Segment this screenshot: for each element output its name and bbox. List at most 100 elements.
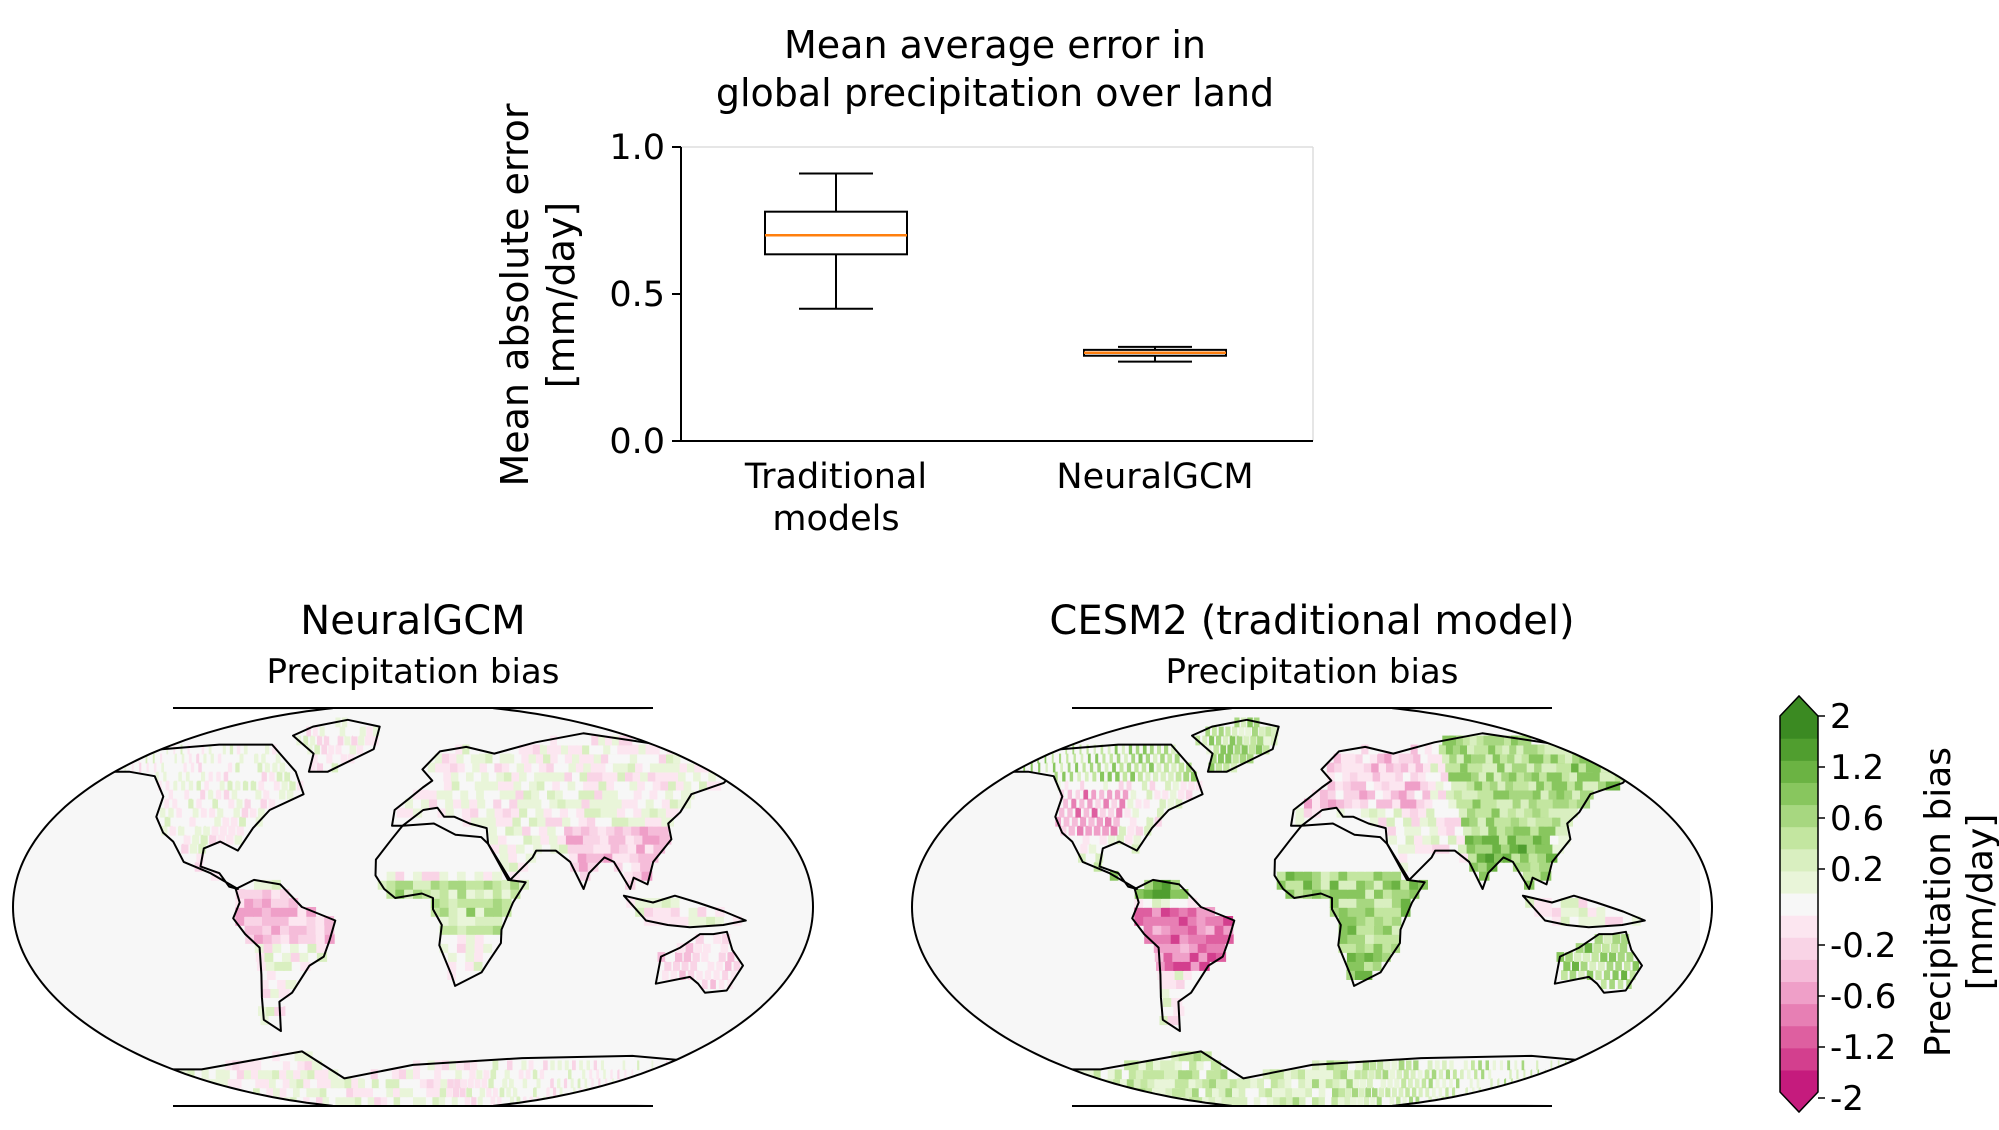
- grid-cell: [337, 735, 344, 746]
- grid-cell: [290, 1060, 301, 1071]
- grid-cell: [644, 780, 659, 791]
- grid-cell: [1572, 961, 1579, 971]
- grid-cell: [1413, 834, 1425, 845]
- grid-cell: [244, 1096, 258, 1106]
- grid-cell: [1157, 970, 1169, 980]
- grid-cell: [622, 753, 636, 764]
- grid-cell: [484, 898, 494, 908]
- grid-cell: [378, 861, 388, 872]
- grid-cell: [1346, 852, 1357, 863]
- grid-cell: [166, 1087, 181, 1098]
- grid-cell: [1373, 861, 1384, 872]
- grid-cell: [568, 744, 580, 755]
- grid-cell: [1409, 879, 1420, 890]
- grid-cell: [1027, 1096, 1044, 1106]
- colorbar-bin: [1780, 892, 1818, 916]
- grid-cell: [1444, 816, 1456, 827]
- grid-cell: [448, 925, 458, 935]
- grid-cell: [1388, 834, 1399, 845]
- grid-cell: [1417, 744, 1429, 755]
- grid-cell: [629, 780, 643, 791]
- grid-cell: [1319, 789, 1329, 800]
- grid-cell: [545, 816, 557, 827]
- grid-cell: [485, 753, 496, 764]
- grid-cell: [189, 843, 198, 854]
- grid-cell: [351, 735, 358, 746]
- grid-cell: [1338, 934, 1348, 944]
- grid-cell: [204, 780, 209, 791]
- grid-cell: [466, 879, 476, 890]
- grid-cell: [1552, 816, 1565, 827]
- grid-cell: [1344, 807, 1355, 818]
- grid-cell: [238, 1096, 251, 1106]
- grid-cell: [1099, 834, 1107, 845]
- x-tick-label-traditional-line-2: models: [772, 499, 899, 539]
- grid-cell: [1178, 762, 1185, 773]
- grid-cell: [420, 789, 430, 800]
- grid-cell: [1198, 952, 1209, 962]
- grid-cell: [284, 970, 295, 980]
- grid-cell: [1223, 762, 1230, 773]
- grid-cell: [1180, 780, 1187, 791]
- grid-cell: [1364, 943, 1374, 953]
- grid-cell: [262, 889, 272, 899]
- grid-cell: [1417, 1069, 1423, 1080]
- grid-cell: [1140, 807, 1148, 818]
- grid-cell: [1424, 798, 1436, 809]
- grid-cell: [553, 744, 566, 755]
- grid-cell: [1383, 907, 1393, 917]
- grid-cell: [529, 1078, 534, 1089]
- map-title-cesm2: CESM2 (traditional model): [1049, 598, 1574, 644]
- grid-cell: [602, 771, 615, 782]
- grid-cell: [1222, 735, 1229, 746]
- grid-cell: [201, 744, 205, 755]
- grid-cell: [1547, 825, 1560, 836]
- grid-cell: [466, 898, 476, 908]
- grid-cell: [1180, 943, 1191, 953]
- grid-cell: [680, 1069, 682, 1080]
- grid-cell: [1425, 771, 1437, 782]
- grid-cell: [1496, 798, 1509, 809]
- grid-cell: [254, 934, 265, 944]
- grid-cell: [670, 907, 681, 917]
- grid-cell: [242, 780, 249, 791]
- grid-cell: [271, 879, 281, 890]
- grid-cell: [584, 735, 597, 746]
- grid-cell: [1548, 789, 1562, 800]
- coastline-indonesia: [622, 894, 747, 929]
- grid-cell: [1462, 1078, 1467, 1089]
- grid-cell: [1102, 753, 1106, 764]
- grid-cell: [709, 952, 718, 962]
- grid-cell: [1105, 1087, 1119, 1098]
- grid-cell: [1463, 753, 1476, 764]
- grid-cell: [1486, 861, 1498, 872]
- grid-cell: [1471, 753, 1484, 764]
- grid-cell: [471, 816, 481, 827]
- grid-cell: [534, 771, 546, 782]
- grid-cell: [1434, 753, 1447, 764]
- grid-cell: [661, 798, 675, 809]
- grid-cell: [1527, 816, 1540, 827]
- grid-cell: [610, 843, 622, 854]
- grid-cell: [1452, 1069, 1457, 1080]
- grid-cell: [287, 1051, 299, 1062]
- grid-cell: [607, 1096, 608, 1106]
- grid-cell: [1587, 907, 1598, 917]
- grid-cell: [1312, 861, 1322, 872]
- grid-cell: [557, 834, 569, 845]
- grid-cell: [380, 1096, 389, 1106]
- grid-cell: [1338, 925, 1349, 935]
- grid-cell: [722, 970, 729, 980]
- grid-cell: [1294, 861, 1304, 872]
- grid-cell: [1329, 843, 1339, 854]
- grid-cell: [1452, 762, 1465, 773]
- grid-cell: [1312, 798, 1321, 809]
- grid-cell: [474, 780, 485, 791]
- grid-cell: [1134, 762, 1139, 773]
- grid-cell: [550, 735, 562, 746]
- grid-cell: [306, 1087, 317, 1098]
- grid-cell: [261, 988, 273, 998]
- grid-cell: [1138, 753, 1143, 764]
- grid-cell: [1326, 762, 1336, 773]
